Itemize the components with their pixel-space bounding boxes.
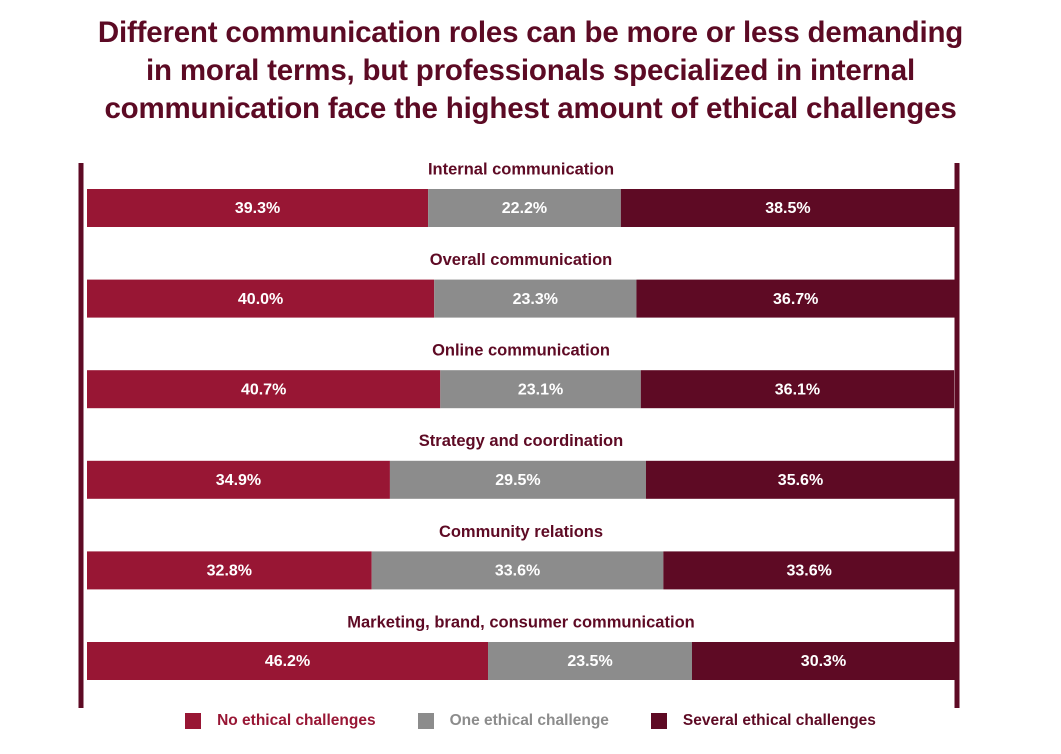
category-label: Online communication <box>432 342 610 360</box>
bar-segment-several <box>645 460 955 499</box>
data-label-several: 33.6% <box>786 563 831 580</box>
legend-label-no: No ethical challenges <box>217 712 376 729</box>
bar-segment-no <box>87 189 429 227</box>
category-label: Marketing, brand, consumer communication <box>347 613 694 631</box>
chart-title-line-3: communication face the highest amount of… <box>104 92 957 125</box>
legend-swatch-several <box>650 713 667 729</box>
data-label-no: 40.0% <box>238 291 283 308</box>
data-label-several: 36.7% <box>773 291 818 308</box>
bar-segment-several <box>691 642 955 680</box>
bar-segment-one <box>434 279 637 318</box>
category-label: Overall communication <box>430 251 612 269</box>
bar-segment-no <box>87 551 372 590</box>
category-label: Internal communication <box>428 160 614 178</box>
bar-segment-several <box>636 279 955 318</box>
data-label-one: 33.6% <box>495 563 540 580</box>
bar-segment-one <box>428 189 621 227</box>
bar-segment-several <box>663 551 955 590</box>
data-label-one: 23.5% <box>567 653 612 670</box>
data-label-no: 40.7% <box>241 381 286 398</box>
bar-segment-no <box>87 460 390 499</box>
chart-title-line-1: Different communication roles can be mor… <box>97 16 964 49</box>
legend-swatch-one <box>417 713 434 729</box>
legend-label-one: One ethical challenge <box>449 712 609 729</box>
data-label-several: 30.3% <box>801 653 846 670</box>
legend-item-several-ethical-challenges: Several ethical challenges <box>650 712 876 730</box>
chart-title: Different communication roles can be mor… <box>0 14 1061 128</box>
data-label-several: 38.5% <box>765 200 810 217</box>
legend-swatch-no <box>185 713 202 729</box>
legend-item-one-ethical-challenge: One ethical challenge <box>417 712 609 730</box>
data-label-one: 29.5% <box>495 472 540 489</box>
bar-segment-one <box>371 551 664 590</box>
bar-segment-one <box>389 460 646 499</box>
legend-item-no-ethical-challenges: No ethical challenges <box>185 712 376 730</box>
category-label: Community relations <box>439 523 603 541</box>
data-label-no: 46.2% <box>265 653 310 670</box>
data-label-no: 34.9% <box>216 472 261 489</box>
legend-label-several: Several ethical challenges <box>682 712 876 729</box>
bar-segment-no <box>87 279 435 318</box>
bar-segment-one <box>488 642 692 680</box>
data-label-no: 32.8% <box>207 563 252 580</box>
bar-segment-no <box>87 642 489 680</box>
data-label-several: 35.6% <box>778 472 823 489</box>
data-label-one: 23.3% <box>513 291 558 308</box>
data-label-one: 22.2% <box>502 200 547 217</box>
data-label-one: 23.1% <box>518 381 563 398</box>
bar-segment-several <box>640 370 955 409</box>
bar-segment-one <box>440 370 641 409</box>
bar-segment-several <box>620 189 955 227</box>
data-label-no: 39.3% <box>235 200 280 217</box>
chart-title-line-2: in moral terms, but professionals specia… <box>146 54 915 87</box>
legend: No ethical challenges One ethical challe… <box>0 709 1061 733</box>
bar-segment-no <box>87 370 441 409</box>
category-label: Strategy and coordination <box>419 432 623 450</box>
data-label-several: 36.1% <box>775 381 820 398</box>
